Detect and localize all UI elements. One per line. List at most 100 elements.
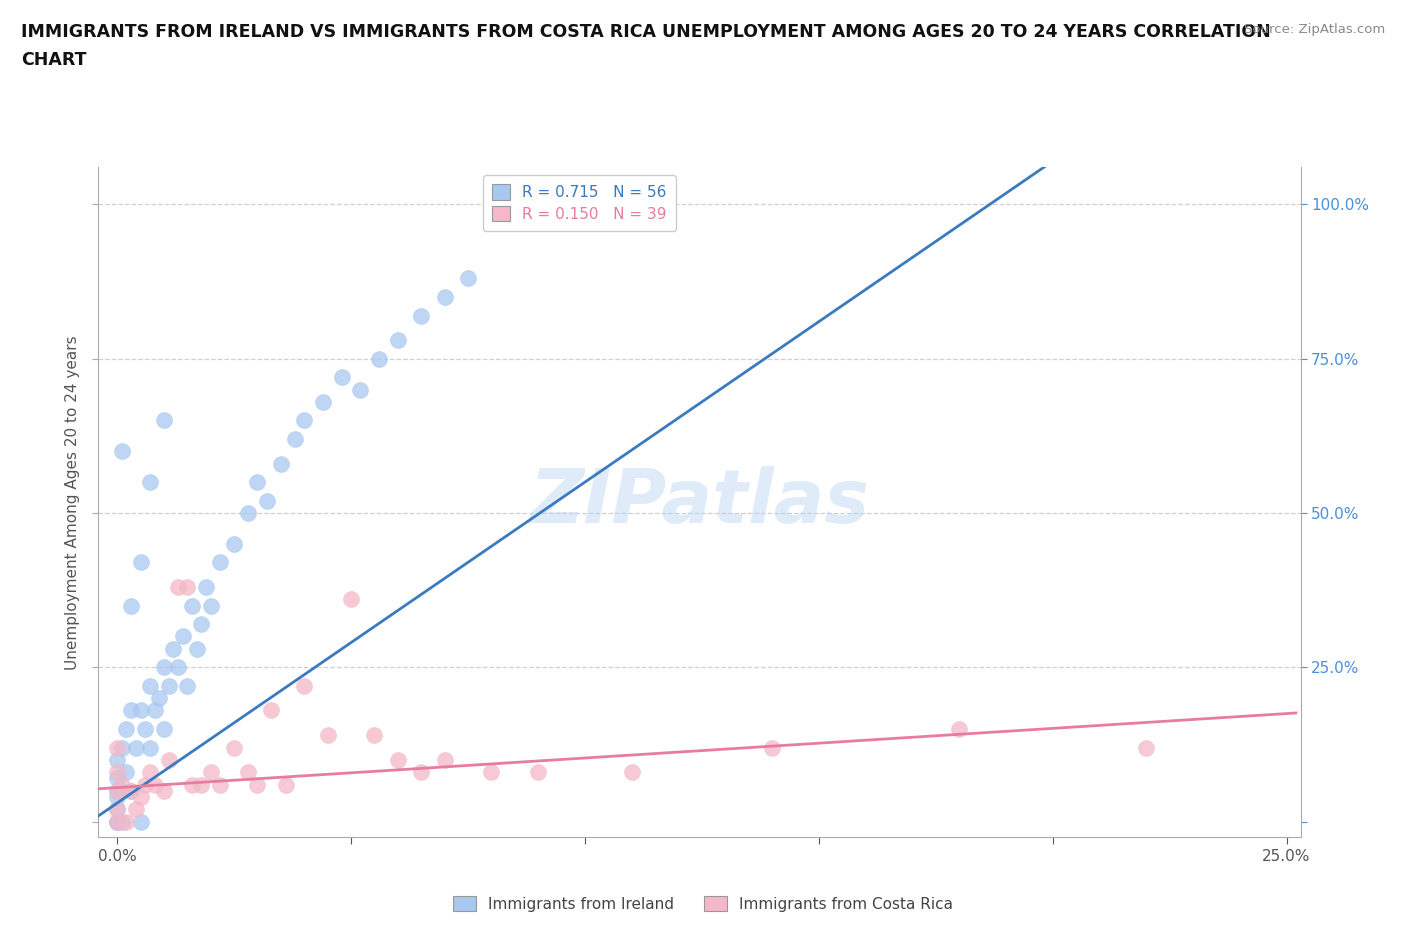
Point [363,728,385,743]
Point [411,308,433,323]
Point [153,783,176,798]
Point [479,764,502,779]
Point [111,777,134,792]
Point [105,814,128,829]
Point [181,598,204,613]
Point [105,814,128,829]
Point [105,764,128,779]
Point [139,740,162,755]
Point [125,802,148,817]
Point [246,777,269,792]
Point [316,728,339,743]
Point [157,678,180,693]
Point [105,752,128,767]
Point [139,678,162,693]
Point [153,413,176,428]
Text: ZIPatlas: ZIPatlas [530,466,869,538]
Point [105,814,128,829]
Point [208,777,231,792]
Point [292,678,315,693]
Point [111,814,134,829]
Point [208,555,231,570]
Point [181,777,204,792]
Point [527,764,550,779]
Point [143,777,166,792]
Point [284,432,307,446]
Text: IMMIGRANTS FROM IRELAND VS IMMIGRANTS FROM COSTA RICA UNEMPLOYMENT AMONG AGES 20: IMMIGRANTS FROM IRELAND VS IMMIGRANTS FR… [21,23,1271,41]
Point [129,555,152,570]
Point [236,506,259,521]
Point [222,740,245,755]
Point [387,333,409,348]
Point [330,370,353,385]
Point [105,802,128,817]
Point [433,289,456,304]
Point [105,790,128,804]
Point [115,764,138,779]
Point [172,629,194,644]
Point [139,764,162,779]
Point [105,771,128,786]
Point [292,413,315,428]
Point [176,579,198,594]
Point [167,579,190,594]
Point [948,722,970,737]
Point [111,444,134,458]
Point [236,764,259,779]
Point [105,783,128,798]
Point [120,783,142,798]
Point [222,537,245,551]
Point [143,703,166,718]
Point [312,394,335,409]
Point [167,660,190,675]
Point [134,722,156,737]
Point [457,271,479,286]
Point [162,642,184,657]
Point [246,474,269,489]
Point [200,598,222,613]
Point [368,352,391,366]
Point [186,642,208,657]
Legend: R = 0.715   N = 56, R = 0.150   N = 39: R = 0.715 N = 56, R = 0.150 N = 39 [482,175,676,231]
Y-axis label: Unemployment Among Ages 20 to 24 years: Unemployment Among Ages 20 to 24 years [65,335,80,670]
Legend: Immigrants from Ireland, Immigrants from Costa Rica: Immigrants from Ireland, Immigrants from… [447,889,959,918]
Point [270,457,292,472]
Point [195,579,218,594]
Point [120,783,142,798]
Point [274,777,297,792]
Point [105,802,128,817]
Point [120,598,142,613]
Point [190,617,212,631]
Point [349,382,371,397]
Text: CHART: CHART [21,51,87,69]
Point [105,814,128,829]
Point [120,703,142,718]
Point [153,722,176,737]
Point [620,764,643,779]
Point [125,740,148,755]
Point [129,703,152,718]
Point [115,814,138,829]
Point [433,752,456,767]
Point [1135,740,1157,755]
Point [105,783,128,798]
Text: Source: ZipAtlas.com: Source: ZipAtlas.com [1244,23,1385,36]
Point [111,783,134,798]
Point [129,790,152,804]
Point [761,740,783,755]
Point [134,777,156,792]
Point [157,752,180,767]
Point [200,764,222,779]
Point [256,493,278,508]
Point [260,703,283,718]
Point [139,474,162,489]
Point [148,691,170,706]
Point [340,592,363,607]
Point [105,740,128,755]
Point [190,777,212,792]
Point [129,814,152,829]
Point [111,740,134,755]
Point [387,752,409,767]
Point [115,722,138,737]
Point [176,678,198,693]
